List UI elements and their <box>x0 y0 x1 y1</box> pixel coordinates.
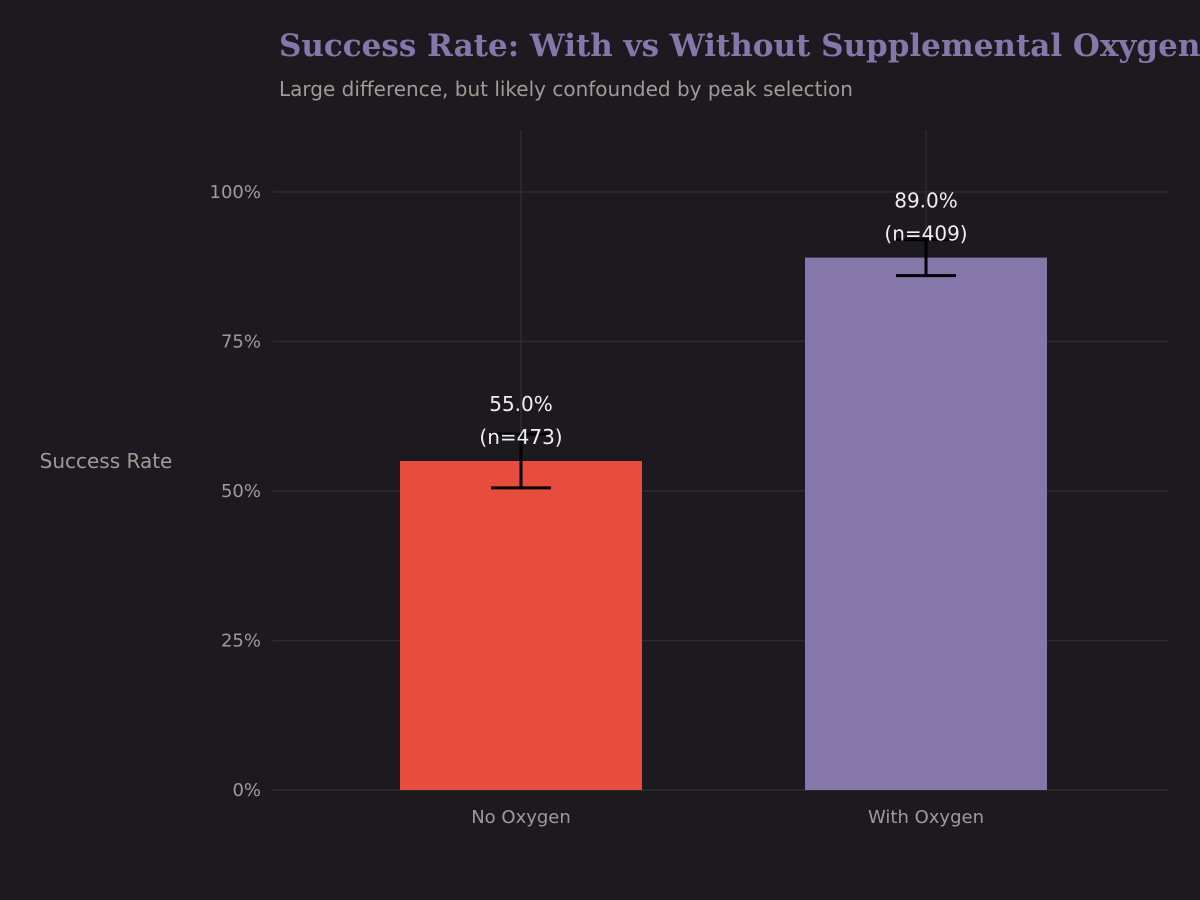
n-label: (n=473) <box>479 425 562 449</box>
bar-no-oxygen <box>400 461 642 790</box>
bar-with-oxygen <box>805 257 1047 791</box>
x-tick-label: With Oxygen <box>868 807 984 828</box>
chart-title: Success Rate: With vs Without Supplement… <box>279 28 1200 64</box>
n-label: (n=409) <box>884 222 967 246</box>
y-axis-label: Success Rate <box>40 449 173 473</box>
chart-subtitle: Large difference, but likely confounded … <box>279 77 853 101</box>
y-tick-label: 100% <box>210 182 261 203</box>
value-label: 55.0% <box>489 392 553 416</box>
y-tick-label: 75% <box>221 331 261 352</box>
y-tick-label: 50% <box>221 481 261 502</box>
value-label: 89.0% <box>894 189 958 213</box>
y-tick-label: 25% <box>221 630 261 651</box>
x-tick-label: No Oxygen <box>471 807 571 828</box>
y-tick-label: 0% <box>232 780 261 801</box>
